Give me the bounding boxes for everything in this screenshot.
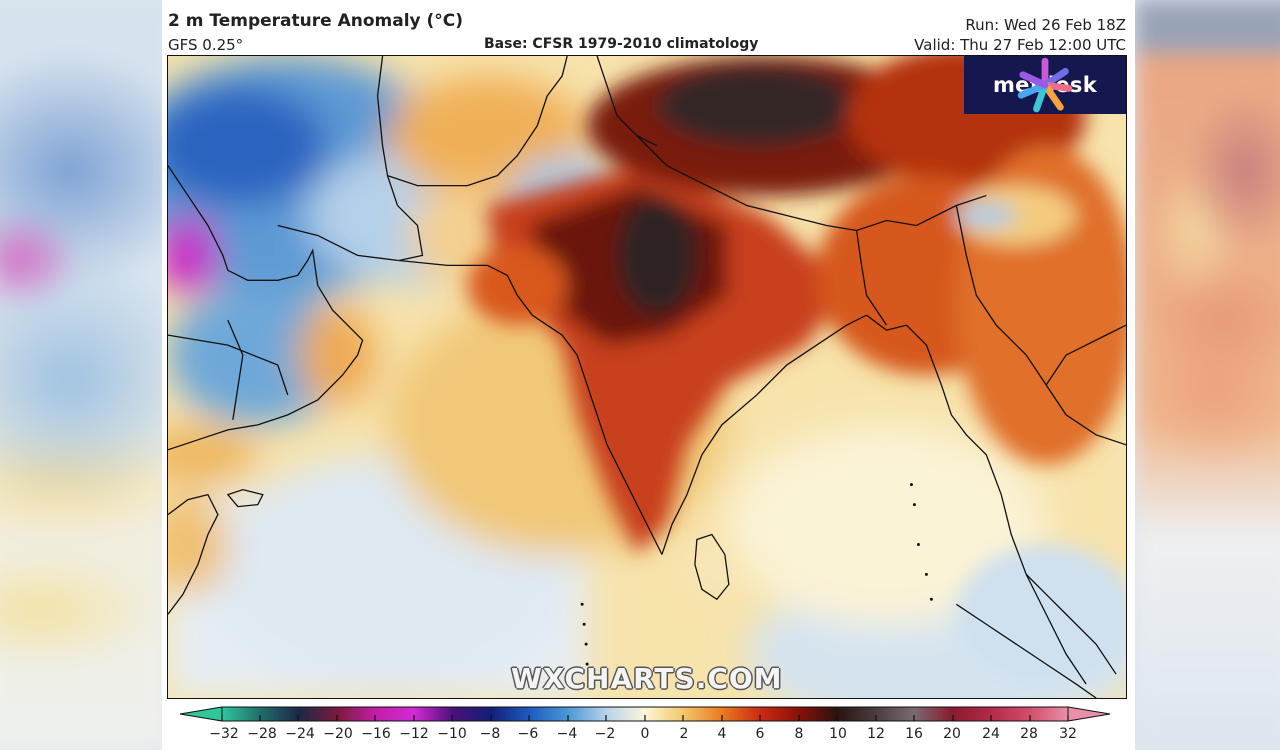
colorbar-tick: −10 — [437, 726, 467, 742]
colorbar-tick: 4 — [717, 726, 727, 742]
island-markers — [580, 483, 933, 686]
colorbar-tick: 6 — [755, 726, 765, 742]
colorbar-tick: 24 — [982, 726, 1000, 742]
colorbar-tick: 28 — [1020, 726, 1038, 742]
metdesk-asterisk-icon — [1017, 57, 1073, 113]
colorbar-tick: −24 — [285, 726, 315, 742]
coastlines — [168, 56, 1126, 698]
colorbar-gradient — [179, 706, 1111, 722]
anomaly-field — [168, 56, 1126, 698]
colorbar-tick: 2 — [679, 726, 689, 742]
colorbar-tick: −16 — [361, 726, 391, 742]
colorbar-tick: 20 — [943, 726, 961, 742]
colorbar-tick: −32 — [209, 726, 239, 742]
model-label: GFS 0.25° — [168, 36, 244, 54]
metdesk-logo: metdesk — [964, 56, 1126, 114]
valid-time-label: Valid: Thu 27 Feb 12:00 UTC — [914, 36, 1126, 54]
colorbar-tick: −2 — [594, 726, 616, 742]
colorbar-tick: −8 — [479, 726, 501, 742]
colorbar-tick: −4 — [556, 726, 578, 742]
colorbar-tick: 16 — [905, 726, 923, 742]
colorbar-tick: −20 — [323, 726, 353, 742]
blurred-background-left — [0, 0, 170, 750]
run-time-label: Run: Wed 26 Feb 18Z — [965, 16, 1126, 34]
wxcharts-watermark: WXCHARTS.COM — [511, 662, 783, 695]
chart-title: 2 m Temperature Anomaly (°C) — [168, 11, 464, 31]
climatology-base-label: Base: CFSR 1979-2010 climatology — [484, 36, 759, 52]
colorbar-tick: −6 — [517, 726, 539, 742]
colorbar-tick: −28 — [247, 726, 277, 742]
colorbar-tick: −12 — [399, 726, 429, 742]
anomaly-map: metdesk WXCHARTS.COM — [167, 55, 1127, 699]
blurred-background-right — [1135, 0, 1280, 750]
colorbar-tick: 8 — [794, 726, 804, 742]
colorbar-tick-labels: −32 −28 −24 −20 −16 −12 −10 −8 −6 −4 −2 … — [162, 726, 1135, 744]
colorbar — [179, 706, 1111, 722]
colorbar-tick: 10 — [829, 726, 847, 742]
colorbar-tick: 12 — [867, 726, 885, 742]
chart-panel: 2 m Temperature Anomaly (°C) GFS 0.25° B… — [162, 0, 1135, 750]
colorbar-tick: 32 — [1059, 726, 1077, 742]
colorbar-tick: 0 — [640, 726, 650, 742]
